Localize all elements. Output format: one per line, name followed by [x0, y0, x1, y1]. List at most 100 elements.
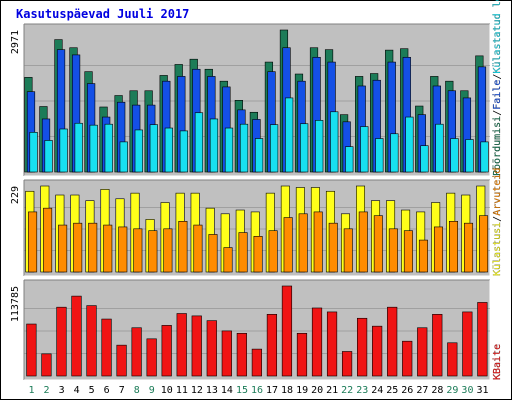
bar-bytes-kbaite-day-1 [26, 323, 37, 377]
bar-bytes-kbaite-day-17 [266, 313, 278, 377]
legend-separator: / [492, 74, 503, 80]
day-label-25: 25 [386, 385, 398, 396]
bar-bytes-kbaite-day-18 [281, 285, 293, 377]
day-label-21: 21 [326, 385, 338, 396]
bar-bytes-kbaite-day-9 [146, 338, 157, 377]
bar-bytes-kbaite-day-12 [191, 315, 202, 377]
bar-visitors-arvuteid-day-18 [283, 217, 293, 273]
bar-visitors-arvuteid-day-2 [43, 207, 53, 273]
bar-bytes-kbaite-day-29 [447, 342, 458, 377]
bar-visitors-arvuteid-day-21 [328, 222, 338, 273]
bar-bytes-kbaite-day-15 [236, 332, 247, 377]
bar-visitors-arvuteid-day-7 [118, 226, 128, 273]
bar-bytes-kbaite-day-4 [71, 295, 82, 377]
day-label-5: 5 [89, 385, 95, 396]
bar-visits-külastatud-lehti-day-17 [270, 124, 279, 173]
bar-visitors-arvuteid-day-25 [388, 228, 398, 273]
bar-visits-külastatud-lehti-day-30 [465, 139, 474, 173]
bar-visitors-arvuteid-day-26 [403, 230, 413, 273]
bar-visitors-arvuteid-day-13 [208, 234, 218, 273]
bar-visits-külastatud-lehti-day-7 [119, 141, 128, 173]
bar-visitors-arvuteid-day-24 [373, 215, 383, 273]
day-label-27: 27 [416, 385, 428, 396]
bar-visitors-arvuteid-day-12 [193, 224, 203, 273]
bar-bytes-kbaite-day-28 [432, 313, 443, 377]
day-label-29: 29 [446, 385, 458, 396]
day-label-4: 4 [74, 385, 80, 396]
day-label-28: 28 [431, 385, 443, 396]
bar-visits-külastatud-lehti-day-21 [330, 111, 339, 173]
bar-visitors-arvuteid-day-27 [418, 239, 428, 273]
panel-visitors-scale-label: 229 [10, 186, 21, 204]
panel-visits-scale-label: 2971 [10, 30, 21, 54]
legend-entry-kbaite: KBaite [492, 344, 503, 380]
bar-visits-külastatud-lehti-day-31 [480, 141, 489, 173]
bar-visits-külastatud-lehti-day-24 [375, 138, 384, 173]
day-label-2: 2 [44, 385, 50, 396]
bar-visits-külastatud-lehti-day-8 [134, 129, 143, 173]
bar-visits-külastatud-lehti-day-13 [209, 118, 219, 173]
bar-visitors-arvuteid-day-8 [133, 228, 143, 273]
legend-entry-pöördumisi: Pöördumisi [492, 116, 503, 176]
bar-visits-külastatud-lehti-day-28 [435, 123, 444, 173]
legend-separator: / [492, 110, 503, 116]
bar-visitors-arvuteid-day-6 [103, 224, 113, 273]
bar-visitors-arvuteid-day-16 [253, 236, 263, 273]
panel-bytes-scale-label: 113785 [10, 286, 21, 322]
bar-visitors-arvuteid-day-15 [238, 232, 248, 273]
day-label-11: 11 [176, 385, 188, 396]
bar-bytes-kbaite-day-13 [206, 320, 217, 377]
legend-visitors: Külastusi/Arvuteid [492, 168, 503, 276]
bar-visits-külastatud-lehti-day-23 [360, 126, 369, 173]
bar-bytes-kbaite-day-10 [161, 325, 172, 377]
day-label-19: 19 [296, 385, 308, 396]
bar-bytes-kbaite-day-21 [326, 311, 338, 377]
legend-entry-arvuteid: Arvuteid [492, 168, 503, 216]
legend-separator: / [492, 216, 503, 222]
day-label-1: 1 [29, 385, 35, 396]
day-label-14: 14 [221, 385, 233, 396]
day-label-17: 17 [266, 385, 278, 396]
day-label-23: 23 [356, 385, 368, 396]
bar-bytes-kbaite-day-8 [131, 327, 142, 377]
bar-visits-külastatud-lehti-day-10 [164, 127, 173, 173]
bar-visits-külastatud-lehti-day-15 [239, 123, 249, 173]
bar-visitors-arvuteid-day-30 [464, 222, 474, 273]
bar-bytes-kbaite-day-14 [221, 330, 232, 377]
bar-bytes-kbaite-day-30 [462, 311, 473, 377]
bar-visitors-arvuteid-day-17 [268, 230, 278, 273]
day-label-30: 30 [461, 385, 473, 396]
day-label-18: 18 [281, 385, 293, 396]
bar-visits-külastatud-lehti-day-16 [254, 138, 264, 173]
bar-visits-külastatud-lehti-day-4 [74, 122, 83, 173]
bar-bytes-kbaite-day-20 [311, 307, 323, 377]
bar-visits-külastatud-lehti-day-18 [285, 97, 294, 173]
bar-visitors-arvuteid-day-23 [358, 211, 368, 273]
bar-visits-külastatud-lehti-day-12 [194, 112, 204, 173]
bar-visits-külastatud-lehti-day-14 [224, 127, 234, 173]
bar-visitors-arvuteid-day-28 [433, 226, 443, 273]
bar-visitors-arvuteid-day-19 [298, 213, 308, 273]
bar-visits-külastatud-lehti-day-19 [300, 123, 309, 173]
day-label-10: 10 [161, 385, 173, 396]
bar-bytes-kbaite-day-7 [116, 344, 127, 377]
bar-visits-külastatud-lehti-day-1 [29, 132, 38, 173]
day-label-22: 22 [341, 385, 353, 396]
bar-visitors-arvuteid-day-14 [223, 247, 233, 273]
bar-bytes-kbaite-day-5 [86, 305, 97, 377]
bar-visitors-arvuteid-day-31 [479, 215, 489, 273]
bar-bytes-kbaite-day-22 [341, 351, 353, 377]
bar-visits-külastatud-lehti-day-11 [179, 130, 189, 173]
legend-entry-külastusi: Külastusi [492, 222, 503, 276]
legend-bytes: KBaite [492, 344, 503, 380]
bar-visits-külastatud-lehti-day-9 [149, 124, 158, 173]
day-label-13: 13 [206, 385, 218, 396]
bar-bytes-kbaite-day-27 [417, 327, 428, 377]
bar-bytes-kbaite-day-6 [101, 318, 112, 377]
bar-visitors-arvuteid-day-22 [343, 228, 353, 273]
bar-visitors-arvuteid-day-29 [448, 221, 458, 273]
bar-bytes-kbaite-day-3 [56, 306, 67, 377]
bar-bytes-kbaite-day-25 [387, 306, 398, 377]
bar-visits-külastatud-lehti-day-22 [345, 146, 354, 173]
